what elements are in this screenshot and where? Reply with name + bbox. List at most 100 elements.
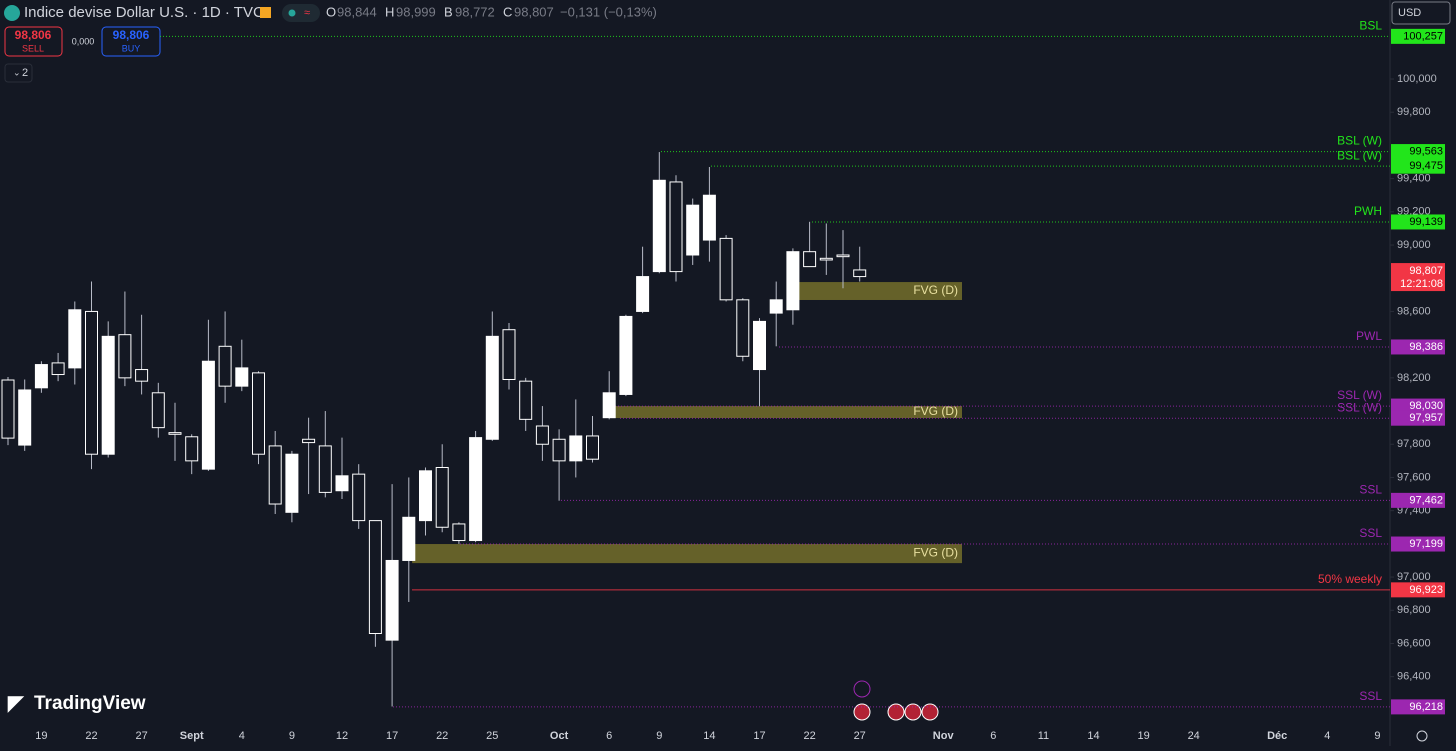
currency: USD (1398, 7, 1421, 19)
buy-button[interactable] (101, 26, 161, 57)
candle-body (636, 276, 650, 312)
candle-body (619, 315, 633, 395)
level-price: 96,218 (1409, 701, 1443, 713)
candle-body (535, 425, 549, 445)
x-tick-label: 12 (336, 730, 348, 742)
x-tick-label: 17 (753, 730, 765, 742)
fvg-zone (412, 544, 962, 564)
x-tick-label: 22 (436, 730, 448, 742)
fvg-zone (794, 282, 962, 300)
ohlc-value: 98,844 (337, 4, 377, 19)
countdown: 12:21:08 (1400, 278, 1443, 290)
y-tick-label: 99,000 (1397, 239, 1431, 251)
candle-body (268, 445, 282, 505)
candle-body (753, 320, 766, 371)
level-price: 99,563 (1409, 145, 1443, 157)
y-tick-label: 96,800 (1397, 604, 1431, 616)
candle-body (719, 237, 733, 301)
candle-body (1, 379, 15, 439)
sell-button[interactable] (4, 26, 63, 57)
indicators-count: 2 (22, 67, 28, 79)
level-price: 98,030 (1409, 400, 1443, 412)
level-price-box (1391, 214, 1445, 230)
ohlc-value: 98,772 (455, 4, 495, 19)
candle-body (18, 389, 32, 446)
level-name: PWH (1354, 204, 1382, 218)
candle-body (302, 438, 316, 444)
x-tick-label: 6 (606, 730, 612, 742)
brand: TradingView (34, 693, 146, 714)
x-tick-label: 4 (239, 730, 245, 742)
ohlc-label: O (326, 4, 336, 19)
level-name: SSL (1359, 689, 1382, 703)
x-tick-label: 9 (289, 730, 295, 742)
candle-body (235, 367, 249, 387)
y-tick-label: 96,600 (1397, 637, 1431, 649)
y-tick-label: 98,200 (1397, 372, 1431, 384)
candle-body (803, 251, 817, 268)
candle-body (151, 392, 165, 429)
x-tick-label: 11 (1038, 730, 1049, 742)
level-name: BSL (W) (1337, 148, 1382, 162)
candle-body (786, 251, 800, 311)
candle-body (519, 380, 533, 420)
candle-body (469, 437, 483, 542)
candle-body (285, 453, 299, 513)
candle-body (368, 520, 382, 635)
level-name: BSL (W) (1337, 134, 1382, 148)
last-price: 98,807 (1409, 265, 1443, 277)
indicators-toggle[interactable] (4, 63, 33, 83)
candle-body (385, 559, 399, 641)
event-icon[interactable] (887, 703, 905, 721)
last-price-box (1391, 263, 1445, 292)
event-icon[interactable] (921, 703, 939, 721)
candle-body (686, 204, 700, 256)
level-price-box (1391, 144, 1445, 160)
status-icon: ≈ (304, 7, 310, 19)
ohlc-value: 98,999 (396, 4, 436, 19)
level-price-box (1391, 536, 1445, 552)
level-price-box (1391, 699, 1445, 715)
x-tick-label: 9 (656, 730, 662, 742)
candle-body (135, 369, 149, 382)
candle-body (85, 310, 98, 455)
candle-body (702, 194, 716, 241)
level-price: 96,923 (1409, 584, 1443, 596)
x-tick-label: Oct (550, 730, 569, 742)
level-price-box (1391, 582, 1445, 598)
symbol-title: Indice devise Dollar U.S. · 1D · TVC (24, 4, 264, 21)
event-icon[interactable] (853, 680, 871, 698)
candle-body (602, 392, 616, 419)
ohlc-value: 98,807 (514, 4, 554, 19)
y-tick-label: 99,400 (1397, 173, 1431, 185)
status-pill (282, 4, 320, 22)
event-icon[interactable] (904, 703, 922, 721)
x-tick-label: 6 (990, 730, 996, 742)
candle-body (318, 445, 332, 493)
level-price-box (1391, 410, 1445, 426)
ohlc-label: H (385, 4, 394, 19)
candle-body (185, 436, 199, 462)
level-price: 97,957 (1409, 412, 1443, 424)
y-tick-label: 98,600 (1397, 305, 1431, 317)
y-tick-label: 97,000 (1397, 571, 1431, 583)
level-name: SSL (W) (1337, 388, 1382, 402)
settings-icon[interactable] (1416, 730, 1428, 742)
x-tick-label: 22 (85, 730, 97, 742)
candle-body (586, 435, 599, 460)
candle-body (485, 335, 499, 440)
level-name: SSL (1359, 526, 1382, 540)
level-price: 98,386 (1409, 341, 1443, 353)
level-price-box (1391, 398, 1445, 414)
x-tick-label: 24 (1188, 730, 1200, 742)
candle-body (201, 360, 215, 470)
currency-button[interactable] (1391, 1, 1451, 25)
level-name: PWL (1356, 329, 1382, 343)
y-tick-label: 96,400 (1397, 671, 1431, 683)
candle-body (252, 372, 265, 455)
x-tick-label: 22 (803, 730, 815, 742)
event-icon[interactable] (853, 703, 871, 721)
candle-body (51, 362, 65, 376)
x-tick-label: 17 (386, 730, 398, 742)
